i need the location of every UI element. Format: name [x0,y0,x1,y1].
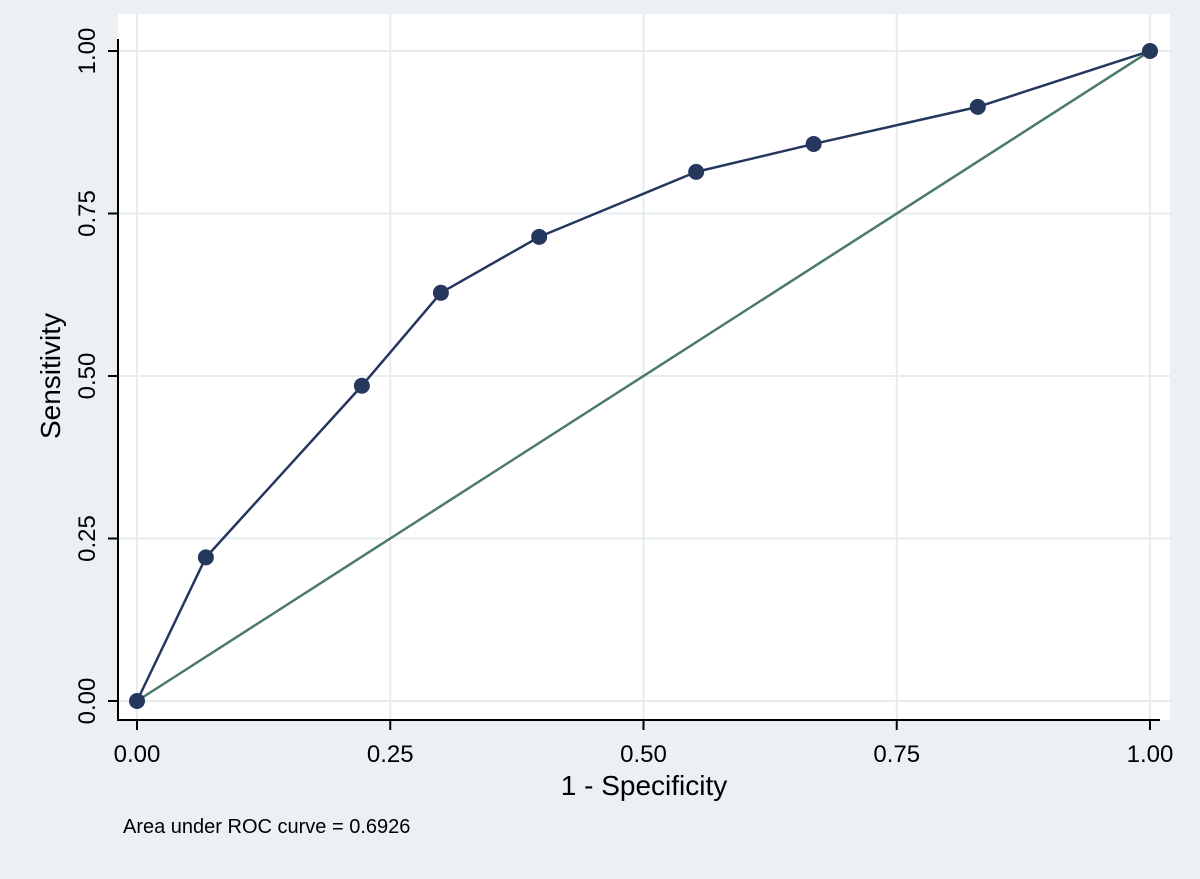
roc-point-0 [129,693,145,709]
roc-point-1 [197,549,214,566]
roc-point-8 [1142,43,1158,59]
roc-point-3 [432,284,449,301]
x-tick-label-0: 0.00 [114,741,161,768]
y-tick-label-0: 0.00 [74,678,101,725]
series-layer [129,43,1158,709]
auc-annotation: Area under ROC curve = 0.6926 [123,816,410,838]
x-tick-label-3: 0.75 [873,741,920,768]
axes [108,39,1160,730]
roc-point-2 [353,377,370,394]
y-tick-label-1: 0.25 [74,515,101,562]
x-axis-title: 1 - Specificity [561,770,728,801]
y-axis-title: Sensitivity [35,313,66,439]
roc-point-6 [805,135,822,152]
y-tick-label-3: 0.75 [74,190,101,237]
x-tick-label-4: 1.00 [1127,741,1174,768]
y-tick-label-2: 0.50 [74,353,101,400]
roc-point-4 [531,228,548,245]
x-tick-label-1: 0.25 [367,741,414,768]
x-tick-label-2: 0.50 [620,741,667,768]
reference-line [135,49,1152,703]
tick-labels: 0.00 0.25 0.50 0.75 1.00 0.00 0.25 0.50 0.75 1.00 [74,28,1173,768]
roc-point-5 [688,163,705,180]
roc-point-7 [969,98,986,115]
y-tick-label-4: 1.00 [74,28,101,75]
